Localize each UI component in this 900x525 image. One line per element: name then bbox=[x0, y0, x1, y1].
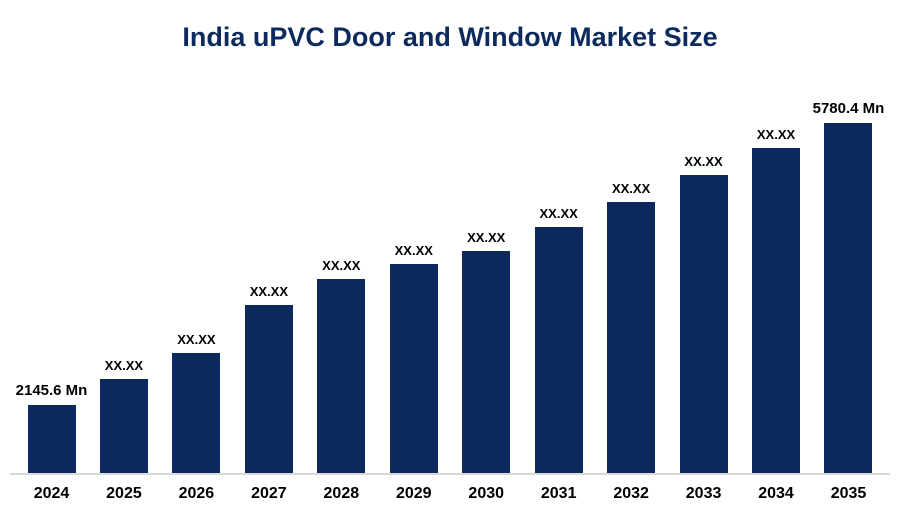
x-axis-tick-label: 2032 bbox=[613, 485, 649, 502]
bar-group: 2145.6 Mn bbox=[16, 382, 87, 473]
bar bbox=[534, 227, 583, 473]
bar-value-label: XX.XX bbox=[394, 243, 433, 258]
bar bbox=[27, 405, 76, 473]
bar-group: XX.XX bbox=[161, 332, 232, 473]
bar-value-label: 2145.6 Mn bbox=[15, 382, 88, 399]
bar-group: XX.XX bbox=[741, 127, 812, 473]
x-axis-tick-label: 2034 bbox=[758, 485, 794, 502]
bar bbox=[824, 123, 873, 473]
x-axis-tick-label: 2024 bbox=[33, 485, 70, 502]
bar bbox=[389, 264, 438, 473]
bar-group: XX.XX bbox=[378, 243, 449, 473]
bar-value-label: XX.XX bbox=[684, 154, 723, 169]
x-axis-tick-label: 2033 bbox=[685, 485, 722, 502]
bar-value-label: XX.XX bbox=[177, 332, 216, 347]
bar-group: 5780.4 Mn bbox=[813, 100, 884, 473]
chart-title: India uPVC Door and Window Market Size bbox=[182, 22, 718, 52]
x-axis-tick-label: 2031 bbox=[540, 485, 577, 502]
bar bbox=[244, 305, 293, 473]
bar-chart: 2145.6 Mn XX.XX XX.XX XX.XX XX.XX XX.XX XX.XX X… bbox=[10, 90, 890, 475]
x-axis-tick-label: 2035 bbox=[830, 485, 867, 502]
bar-group: XX.XX bbox=[523, 206, 594, 473]
x-axis-tick-label: 2027 bbox=[251, 485, 287, 502]
bar-value-label: XX.XX bbox=[322, 258, 361, 273]
bar bbox=[99, 379, 148, 473]
x-axis: 2024 2025 2026 2027 2028 2029 2030 2031 2032 2033… bbox=[10, 477, 890, 503]
x-axis-tick-label: 2028 bbox=[323, 485, 360, 502]
bar-group: XX.XX bbox=[596, 181, 667, 473]
bar bbox=[679, 175, 728, 473]
x-axis-tick-label: 2025 bbox=[106, 485, 142, 502]
bar bbox=[462, 251, 511, 473]
bar-value-label: XX.XX bbox=[249, 284, 288, 299]
bar bbox=[752, 148, 801, 473]
x-axis-tick-label: 2029 bbox=[395, 485, 432, 502]
bar bbox=[607, 202, 656, 473]
bar-group: XX.XX bbox=[668, 154, 739, 473]
x-axis-tick-label: 2026 bbox=[178, 485, 215, 502]
bar-group: XX.XX bbox=[233, 284, 304, 473]
bar-group: XX.XX bbox=[306, 258, 377, 473]
bar-value-label: XX.XX bbox=[104, 358, 144, 373]
bar-group: XX.XX bbox=[451, 230, 522, 473]
bar bbox=[317, 279, 366, 473]
x-axis-tick-label: 2030 bbox=[468, 485, 505, 502]
bar bbox=[172, 353, 221, 473]
bar-value-label: XX.XX bbox=[467, 230, 506, 245]
bar-value-label: XX.XX bbox=[539, 206, 578, 221]
bar-value-label: XX.XX bbox=[756, 127, 796, 142]
bar-group: XX.XX bbox=[88, 358, 159, 473]
bar-value-label: XX.XX bbox=[611, 181, 651, 196]
bar-value-label: 5780.4 Mn bbox=[812, 100, 885, 117]
